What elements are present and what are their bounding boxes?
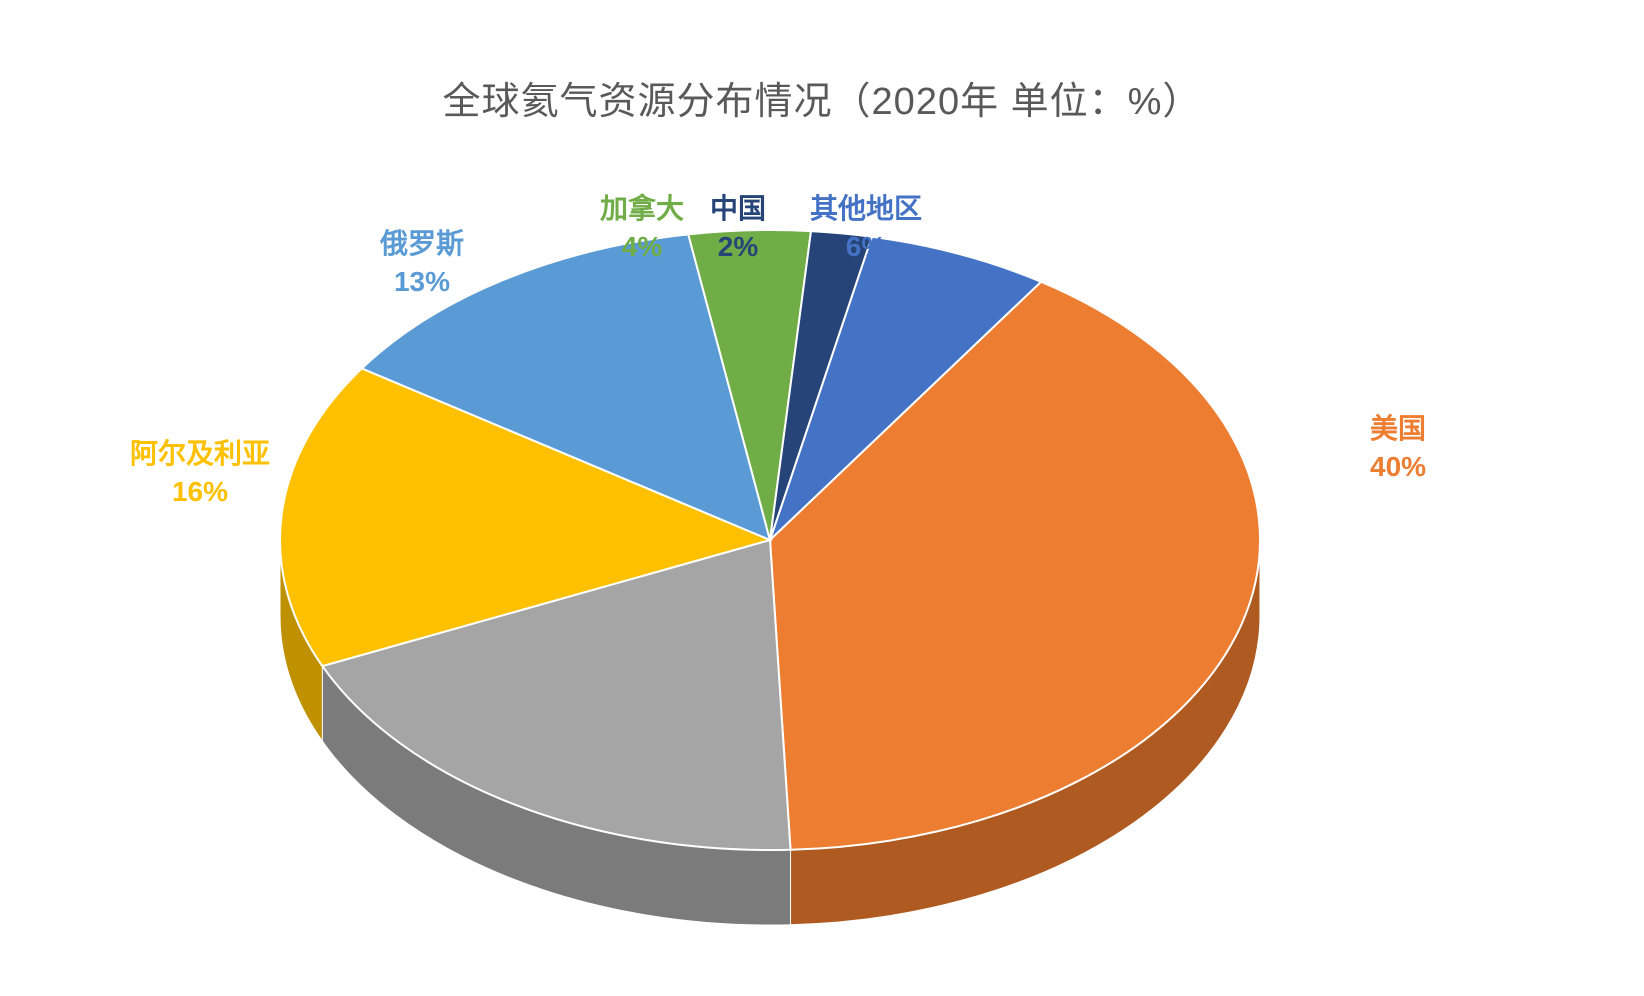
slice-label: 卡塔尔19%: [590, 720, 674, 796]
slice-label-name: 美国: [1370, 410, 1426, 448]
slice-label-pct: 19%: [590, 758, 674, 796]
slice-label-pct: 4%: [600, 228, 684, 266]
slice-label: 加拿大4%: [600, 190, 684, 266]
slice-label-pct: 13%: [380, 263, 464, 301]
slice-label: 阿尔及利亚16%: [130, 435, 270, 511]
slice-label-pct: 40%: [1370, 448, 1426, 486]
slice-label-name: 阿尔及利亚: [130, 435, 270, 473]
slice-label-name: 中国: [710, 190, 766, 228]
slice-label-name: 卡塔尔: [590, 720, 674, 758]
slice-label: 其他地区6%: [810, 190, 922, 266]
slice-label: 俄罗斯13%: [380, 225, 464, 301]
slice-label: 美国40%: [1370, 410, 1426, 486]
slice-label-name: 俄罗斯: [380, 225, 464, 263]
slice-label-pct: 6%: [810, 228, 922, 266]
slice-label-pct: 16%: [130, 473, 270, 511]
slice-label-pct: 2%: [710, 228, 766, 266]
slice-label-name: 其他地区: [810, 190, 922, 228]
slice-label: 中国2%: [710, 190, 766, 266]
slice-label-name: 加拿大: [600, 190, 684, 228]
pie-chart-3d: 全球氦气资源分布情况（2020年 单位：%） 其他地区6%美国40%卡塔尔19%…: [0, 0, 1644, 996]
